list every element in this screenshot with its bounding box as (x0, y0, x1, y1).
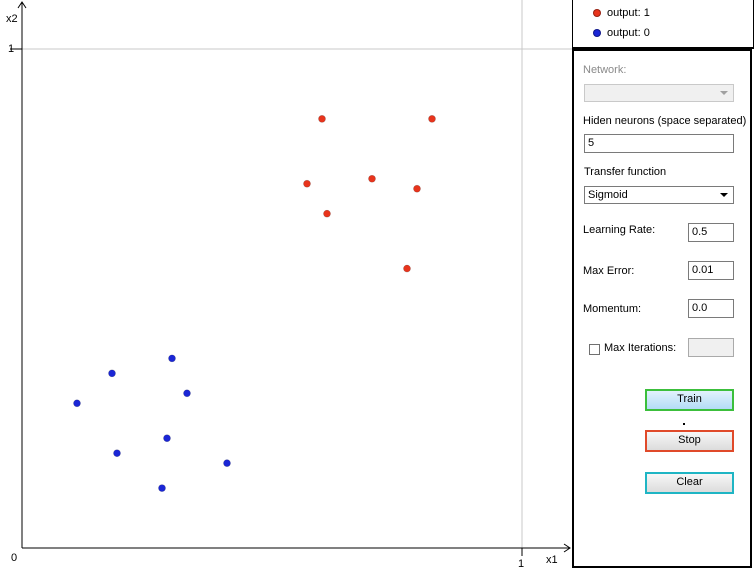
max-iterations-input[interactable] (688, 338, 734, 357)
legend-item-output-1: output: 1 (593, 5, 650, 21)
stop-button[interactable]: Stop (645, 430, 734, 452)
legend-item-output-0: output: 0 (593, 25, 650, 41)
transfer-function-value: Sigmoid (588, 189, 628, 201)
data-point-series-0-1 (428, 115, 436, 123)
data-point-series-1-3 (73, 399, 81, 408)
y-axis-label: x2 (6, 13, 18, 25)
data-point-series-1-1 (108, 369, 116, 378)
control-panel: Network: Hiden neurons (space separated)… (572, 49, 752, 568)
data-point-series-0-3 (303, 179, 311, 188)
clear-button[interactable]: Clear (645, 472, 734, 494)
legend: output: 1 output: 0 (572, 0, 754, 49)
max-iterations-label: Max Iterations: (604, 342, 677, 354)
learning-rate-input[interactable]: 0.5 (688, 223, 734, 242)
legend-marker-output-1 (593, 9, 601, 17)
chevron-down-icon (720, 193, 728, 197)
momentum-label: Momentum: (583, 303, 642, 315)
legend-label: output: 1 (607, 7, 650, 19)
data-point-series-0-4 (413, 184, 421, 193)
x-tick-label: 1 (518, 558, 524, 570)
momentum-input[interactable]: 0.0 (688, 299, 734, 318)
train-button[interactable]: Train (645, 389, 734, 411)
transfer-function-label: Transfer function (584, 166, 667, 178)
data-point-series-0-0 (318, 115, 326, 123)
progress-indicator (683, 423, 685, 425)
legend-marker-output-0 (593, 29, 601, 37)
max-error-label: Max Error: (583, 265, 635, 277)
data-point-series-1-5 (113, 449, 121, 457)
data-points (73, 115, 436, 492)
data-point-series-0-5 (323, 209, 331, 218)
hidden-neurons-label: Hiden neurons (space separated) (583, 115, 747, 127)
scatter-plot: x2 x1 0 1 1 (6, 0, 572, 570)
data-point-series-1-6 (223, 459, 231, 467)
data-point-series-0-2 (368, 174, 376, 183)
chevron-down-icon (720, 91, 728, 95)
data-point-series-0-6 (403, 264, 411, 273)
data-point-series-1-4 (163, 434, 171, 443)
max-error-input[interactable]: 0.01 (688, 261, 734, 280)
learning-rate-label: Learning Rate: (583, 224, 656, 236)
network-select[interactable] (584, 84, 734, 102)
legend-label: output: 0 (607, 27, 650, 39)
max-iterations-checkbox[interactable] (589, 344, 600, 355)
y-tick-label: 1 (8, 43, 14, 55)
data-point-series-1-7 (158, 484, 166, 492)
data-point-series-1-0 (168, 354, 176, 363)
hidden-neurons-input[interactable]: 5 (584, 134, 734, 153)
x-axis-label: x1 (546, 554, 558, 566)
origin-label: 0 (11, 552, 17, 564)
transfer-function-select[interactable]: Sigmoid (584, 186, 734, 204)
data-point-series-1-2 (183, 389, 191, 398)
network-label: Network: (583, 64, 627, 76)
